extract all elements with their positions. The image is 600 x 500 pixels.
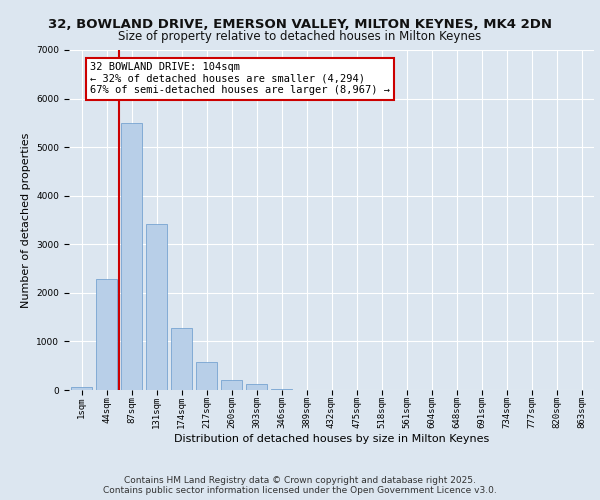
Bar [196,362,217,390]
Bar [71,386,92,390]
Y-axis label: Number of detached properties: Number of detached properties [21,132,31,308]
Text: Size of property relative to detached houses in Milton Keynes: Size of property relative to detached ho… [118,30,482,43]
Bar [246,384,267,390]
Bar [221,380,242,390]
Bar [121,123,142,390]
Bar [96,280,117,390]
Bar [146,224,167,390]
Text: 32, BOWLAND DRIVE, EMERSON VALLEY, MILTON KEYNES, MK4 2DN: 32, BOWLAND DRIVE, EMERSON VALLEY, MILTO… [48,18,552,30]
X-axis label: Distribution of detached houses by size in Milton Keynes: Distribution of detached houses by size … [174,434,489,444]
Text: 32 BOWLAND DRIVE: 104sqm
← 32% of detached houses are smaller (4,294)
67% of sem: 32 BOWLAND DRIVE: 104sqm ← 32% of detach… [90,62,390,96]
Bar [171,328,192,390]
Bar [271,388,292,390]
Text: Contains HM Land Registry data © Crown copyright and database right 2025.
Contai: Contains HM Land Registry data © Crown c… [103,476,497,495]
